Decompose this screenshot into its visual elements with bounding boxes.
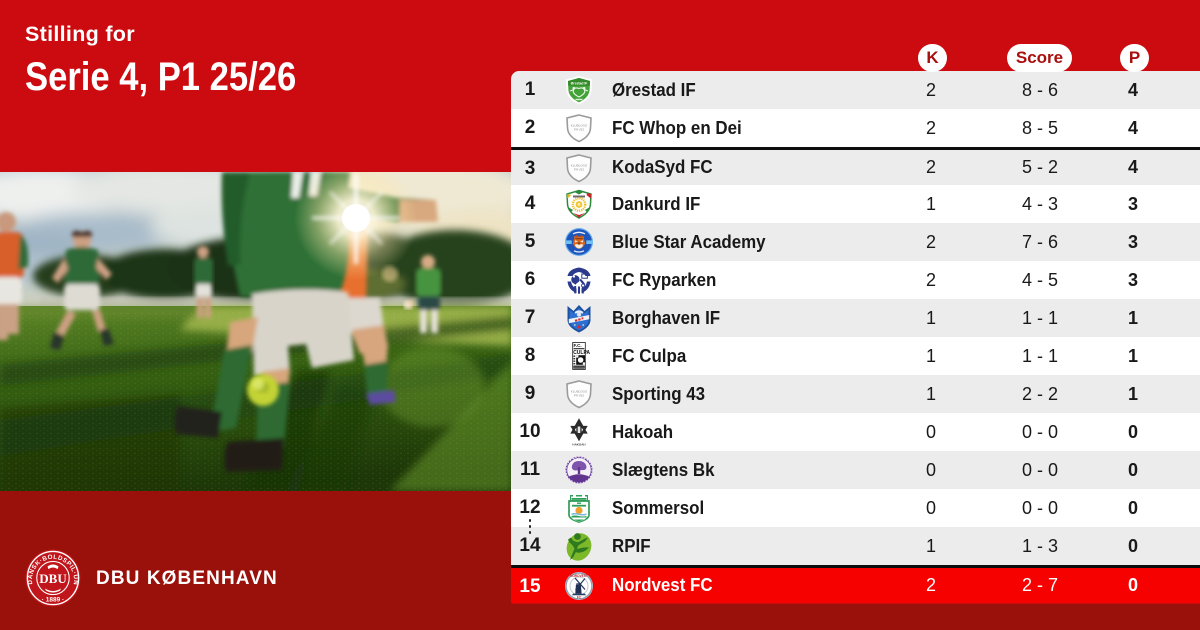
svg-text:· 1889 ·: · 1889 ·: [42, 597, 64, 604]
svg-text:DBU: DBU: [39, 571, 67, 586]
